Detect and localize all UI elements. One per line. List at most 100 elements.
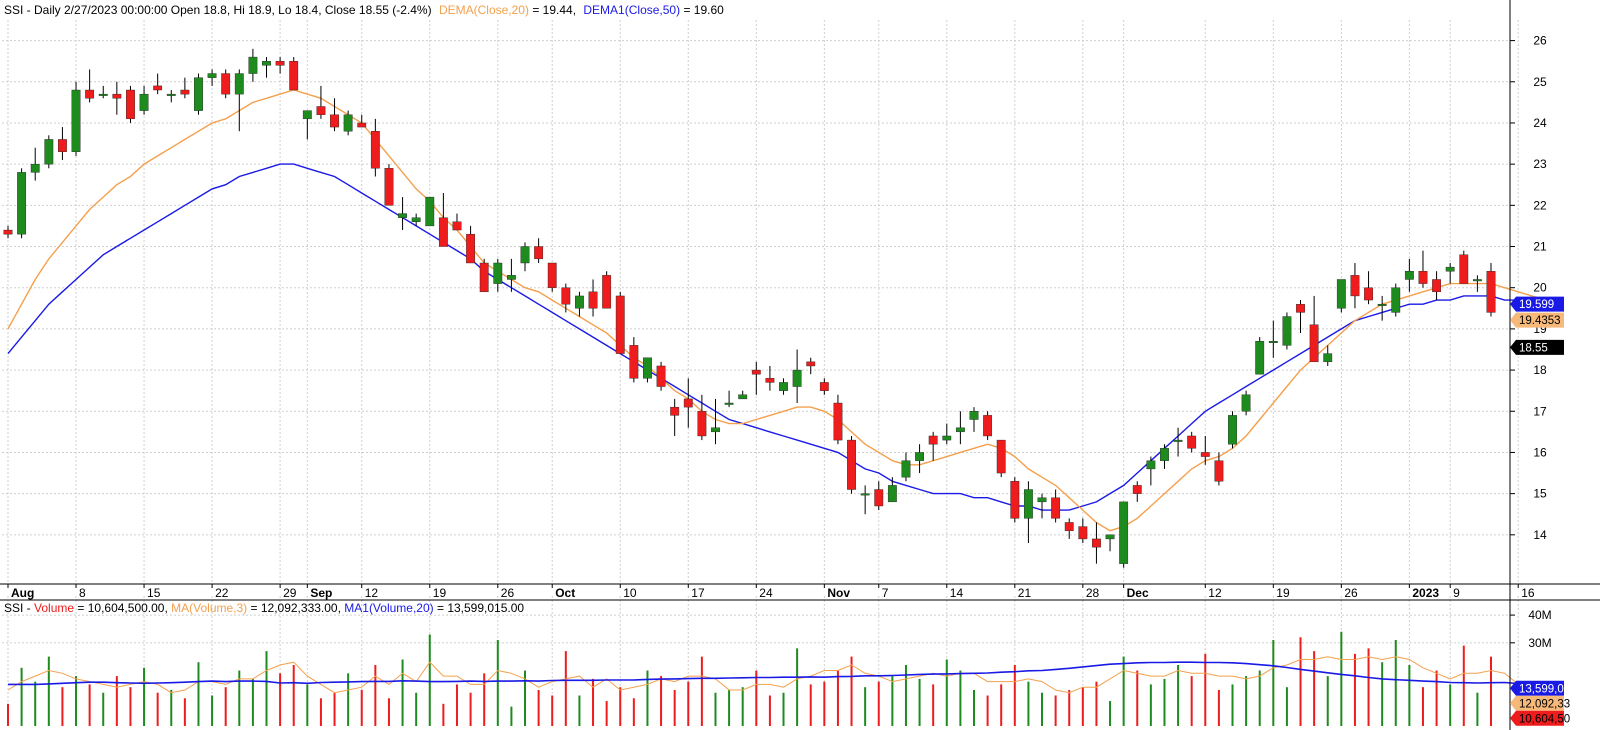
- candle: [85, 69, 95, 103]
- candle: [1296, 300, 1305, 334]
- candle-body: [534, 246, 544, 260]
- price-tags: 19.599 19.4353 18.55 13,599,01 12,092,33 10,6…: [1510, 296, 1570, 726]
- candle-body: [615, 295, 625, 354]
- candle: [343, 110, 353, 136]
- candle-body: [643, 357, 652, 379]
- candle-body: [289, 60, 299, 91]
- candle-body: [343, 114, 353, 132]
- candle-body: [1037, 497, 1047, 503]
- candle: [792, 349, 802, 404]
- candle: [438, 192, 448, 247]
- candle-body: [1187, 435, 1197, 449]
- candle: [425, 196, 435, 227]
- candle: [955, 411, 965, 445]
- candle: [629, 337, 639, 383]
- candle-body: [1323, 353, 1333, 363]
- candle-body: [996, 439, 1006, 474]
- vol-ma20-value: = 13,599,015.00: [437, 601, 524, 615]
- candle-body: [234, 73, 244, 95]
- date-tick-label: 19: [433, 586, 447, 600]
- volume-tag: 10,604,50: [1510, 710, 1570, 726]
- candle: [806, 357, 816, 375]
- price-tick-label: 14: [1533, 528, 1547, 542]
- candle-body: [697, 411, 707, 437]
- candle-body: [384, 168, 394, 206]
- candle: [1472, 275, 1482, 292]
- candle: [153, 73, 163, 95]
- candle-body: [126, 89, 135, 120]
- vol-ma20-label: MA1(Volume,20): [344, 601, 433, 615]
- candle: [643, 357, 652, 383]
- candle-body: [248, 56, 258, 74]
- date-tick-label: 26: [1344, 586, 1358, 600]
- candle-body: [17, 172, 27, 235]
- candle-body: [1105, 534, 1115, 540]
- volume-tag-label: 12,092,33: [1519, 698, 1570, 710]
- candle: [370, 118, 380, 177]
- candle-body: [275, 60, 285, 66]
- price-tag: 19.599: [1510, 296, 1564, 312]
- candle-body: [180, 89, 190, 95]
- candle-body: [983, 415, 993, 437]
- candle: [112, 81, 122, 115]
- candle-body: [1051, 497, 1061, 519]
- candle-body: [520, 246, 530, 264]
- date-tick-label: Nov: [827, 586, 850, 600]
- price-tick-label: 21: [1533, 240, 1547, 254]
- date-tick-label: 14: [950, 586, 964, 600]
- candle-body: [1023, 489, 1033, 519]
- candle-body: [1445, 266, 1455, 272]
- candle: [166, 90, 176, 103]
- candle: [139, 85, 149, 115]
- candle-body: [398, 213, 407, 218]
- candle: [983, 411, 993, 441]
- candle: [547, 262, 557, 292]
- candle-body: [547, 262, 557, 288]
- candle: [833, 394, 843, 445]
- candle-body: [711, 427, 720, 433]
- candle-body: [98, 93, 108, 96]
- candle-body: [1092, 538, 1101, 548]
- date-tick-label: 8: [79, 586, 86, 600]
- candle: [819, 378, 829, 395]
- date-tick-label: 29: [283, 586, 297, 600]
- candle-body: [860, 493, 870, 496]
- date-tick-label: 22: [215, 586, 229, 600]
- candle: [71, 81, 81, 156]
- candle: [248, 48, 258, 82]
- price-tick-label: 24: [1533, 116, 1547, 130]
- candle: [711, 398, 720, 445]
- candle-body: [3, 229, 13, 235]
- candle: [1146, 456, 1156, 486]
- candle-body: [166, 93, 176, 96]
- candle-body: [683, 398, 693, 408]
- candle: [1268, 320, 1278, 358]
- candle-body: [85, 89, 95, 99]
- candle-body: [833, 402, 843, 441]
- candle: [289, 57, 299, 91]
- candle-body: [1146, 460, 1156, 470]
- candle: [901, 452, 911, 482]
- candle: [58, 127, 67, 161]
- volume-tag-box: [1510, 680, 1564, 696]
- candle: [887, 477, 897, 503]
- candle-body: [656, 365, 666, 387]
- candle: [194, 73, 203, 115]
- candle: [44, 135, 54, 169]
- candle: [466, 225, 476, 264]
- candle: [670, 398, 680, 436]
- vol-ma3-label: MA(Volume,3): [171, 601, 247, 615]
- candle: [452, 213, 462, 231]
- candle: [520, 242, 530, 272]
- candle-body: [1255, 341, 1265, 375]
- candle: [384, 164, 394, 206]
- candle-body: [1350, 275, 1360, 297]
- candlesticks: [3, 48, 1496, 568]
- candle: [398, 197, 407, 231]
- candle-body: [1336, 279, 1346, 309]
- candle-body: [466, 233, 476, 264]
- candle-body: [915, 452, 924, 461]
- candle: [1078, 518, 1088, 544]
- price-tag: 18.55: [1510, 339, 1564, 355]
- candle-body: [751, 369, 761, 375]
